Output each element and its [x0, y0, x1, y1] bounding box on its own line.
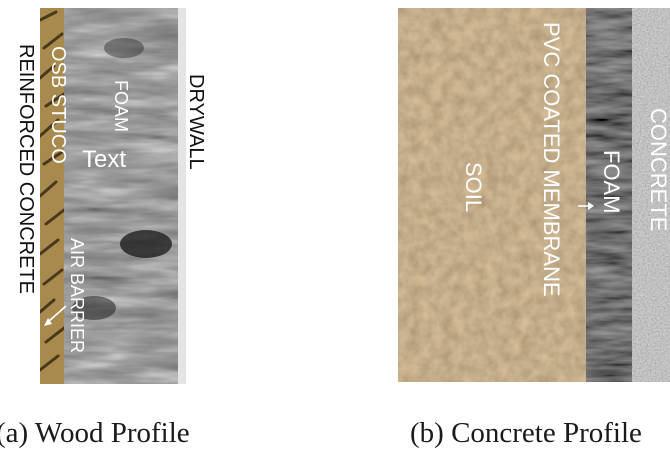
air-barrier-label: AIR BARRIER	[67, 238, 87, 354]
soil-label: SOIL	[461, 162, 486, 213]
osb-stuco-layer	[40, 8, 64, 384]
wood-profile-caption: (a) Wood Profile	[0, 417, 190, 449]
drywall-label: DRYWALL	[185, 74, 207, 170]
foam-layer	[64, 8, 178, 384]
foam-text-label: Text	[82, 146, 127, 173]
pvc-membrane-label: PVC COATED MEMBRANE	[539, 22, 564, 297]
soil-layer	[398, 8, 586, 382]
foam-label: FOAM	[111, 80, 131, 132]
concrete-foam-label: FOAM	[599, 150, 624, 214]
concrete-label: CONCRETE	[646, 108, 670, 232]
concrete-layer	[632, 8, 670, 382]
pvc-membrane-arrow	[578, 202, 594, 210]
concrete-foam-layer	[586, 8, 632, 382]
reinforced-concrete-label: REINFORCED CONCRETE	[15, 44, 37, 295]
drywall-layer	[178, 8, 186, 384]
air-barrier-arrow	[44, 305, 67, 326]
concrete-profile-caption: (b) Concrete Profile	[410, 417, 642, 449]
osb-stuco-label: OSB STUCO	[47, 46, 69, 164]
